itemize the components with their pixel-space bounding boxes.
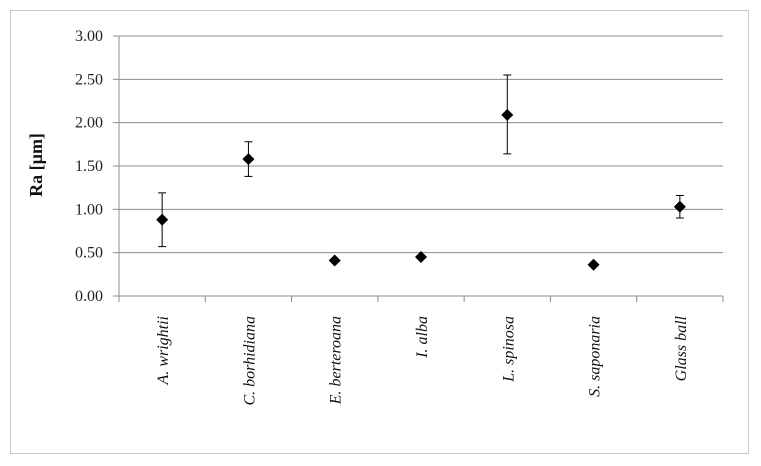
x-category-label: L. spinosa [500, 316, 517, 383]
x-category-label: C. borhidiana [241, 316, 258, 406]
data-point-marker [415, 251, 427, 263]
data-point-marker [156, 213, 169, 226]
data-point-marker [242, 153, 255, 166]
y-tick-label: 3.00 [75, 28, 103, 45]
y-tick-label: 1.50 [75, 158, 103, 175]
x-category-label: I. alba [414, 316, 431, 359]
x-category-labels: A. wrightii C. borhidiana E. berteroana I. … [155, 315, 690, 405]
y-tick-label: 0.50 [75, 245, 103, 262]
x-category-label: A. wrightii [155, 316, 172, 385]
data-point-marker [673, 200, 686, 213]
x-category-label: Glass ball [673, 315, 690, 381]
y-tick-label: 0.00 [75, 288, 103, 305]
grid-lines [113, 35, 724, 302]
data-points [156, 108, 686, 271]
x-category-label: S. saponaria [587, 316, 604, 397]
data-point-marker [501, 108, 514, 121]
data-point-marker [328, 254, 341, 267]
y-tick-label: 1.00 [75, 201, 103, 218]
y-tick-label: 2.00 [75, 115, 103, 132]
chart-frame [10, 10, 749, 454]
data-point-marker [587, 258, 600, 271]
error-bars [158, 74, 684, 248]
y-axis-label: Ra [µm] [26, 133, 46, 197]
x-category-label: E. berteroana [328, 316, 345, 405]
y-tick-label: 2.50 [75, 71, 103, 88]
y-tick-labels: 0.00 0.50 1.00 1.50 2.00 2.50 3.00 [75, 28, 103, 305]
